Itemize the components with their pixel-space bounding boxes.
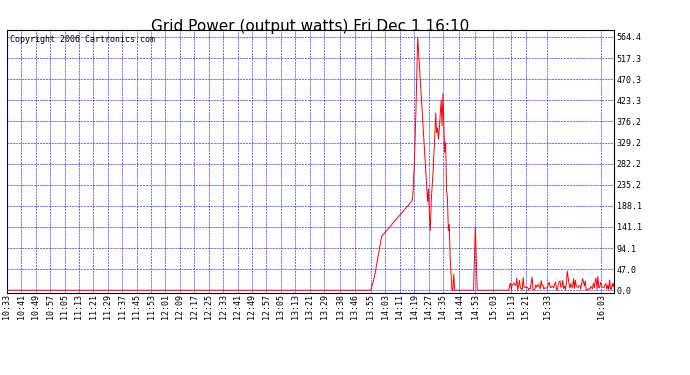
Text: Grid Power (output watts) Fri Dec 1 16:10: Grid Power (output watts) Fri Dec 1 16:1… [151,19,470,34]
Text: Copyright 2006 Cartronics.com: Copyright 2006 Cartronics.com [10,35,155,44]
